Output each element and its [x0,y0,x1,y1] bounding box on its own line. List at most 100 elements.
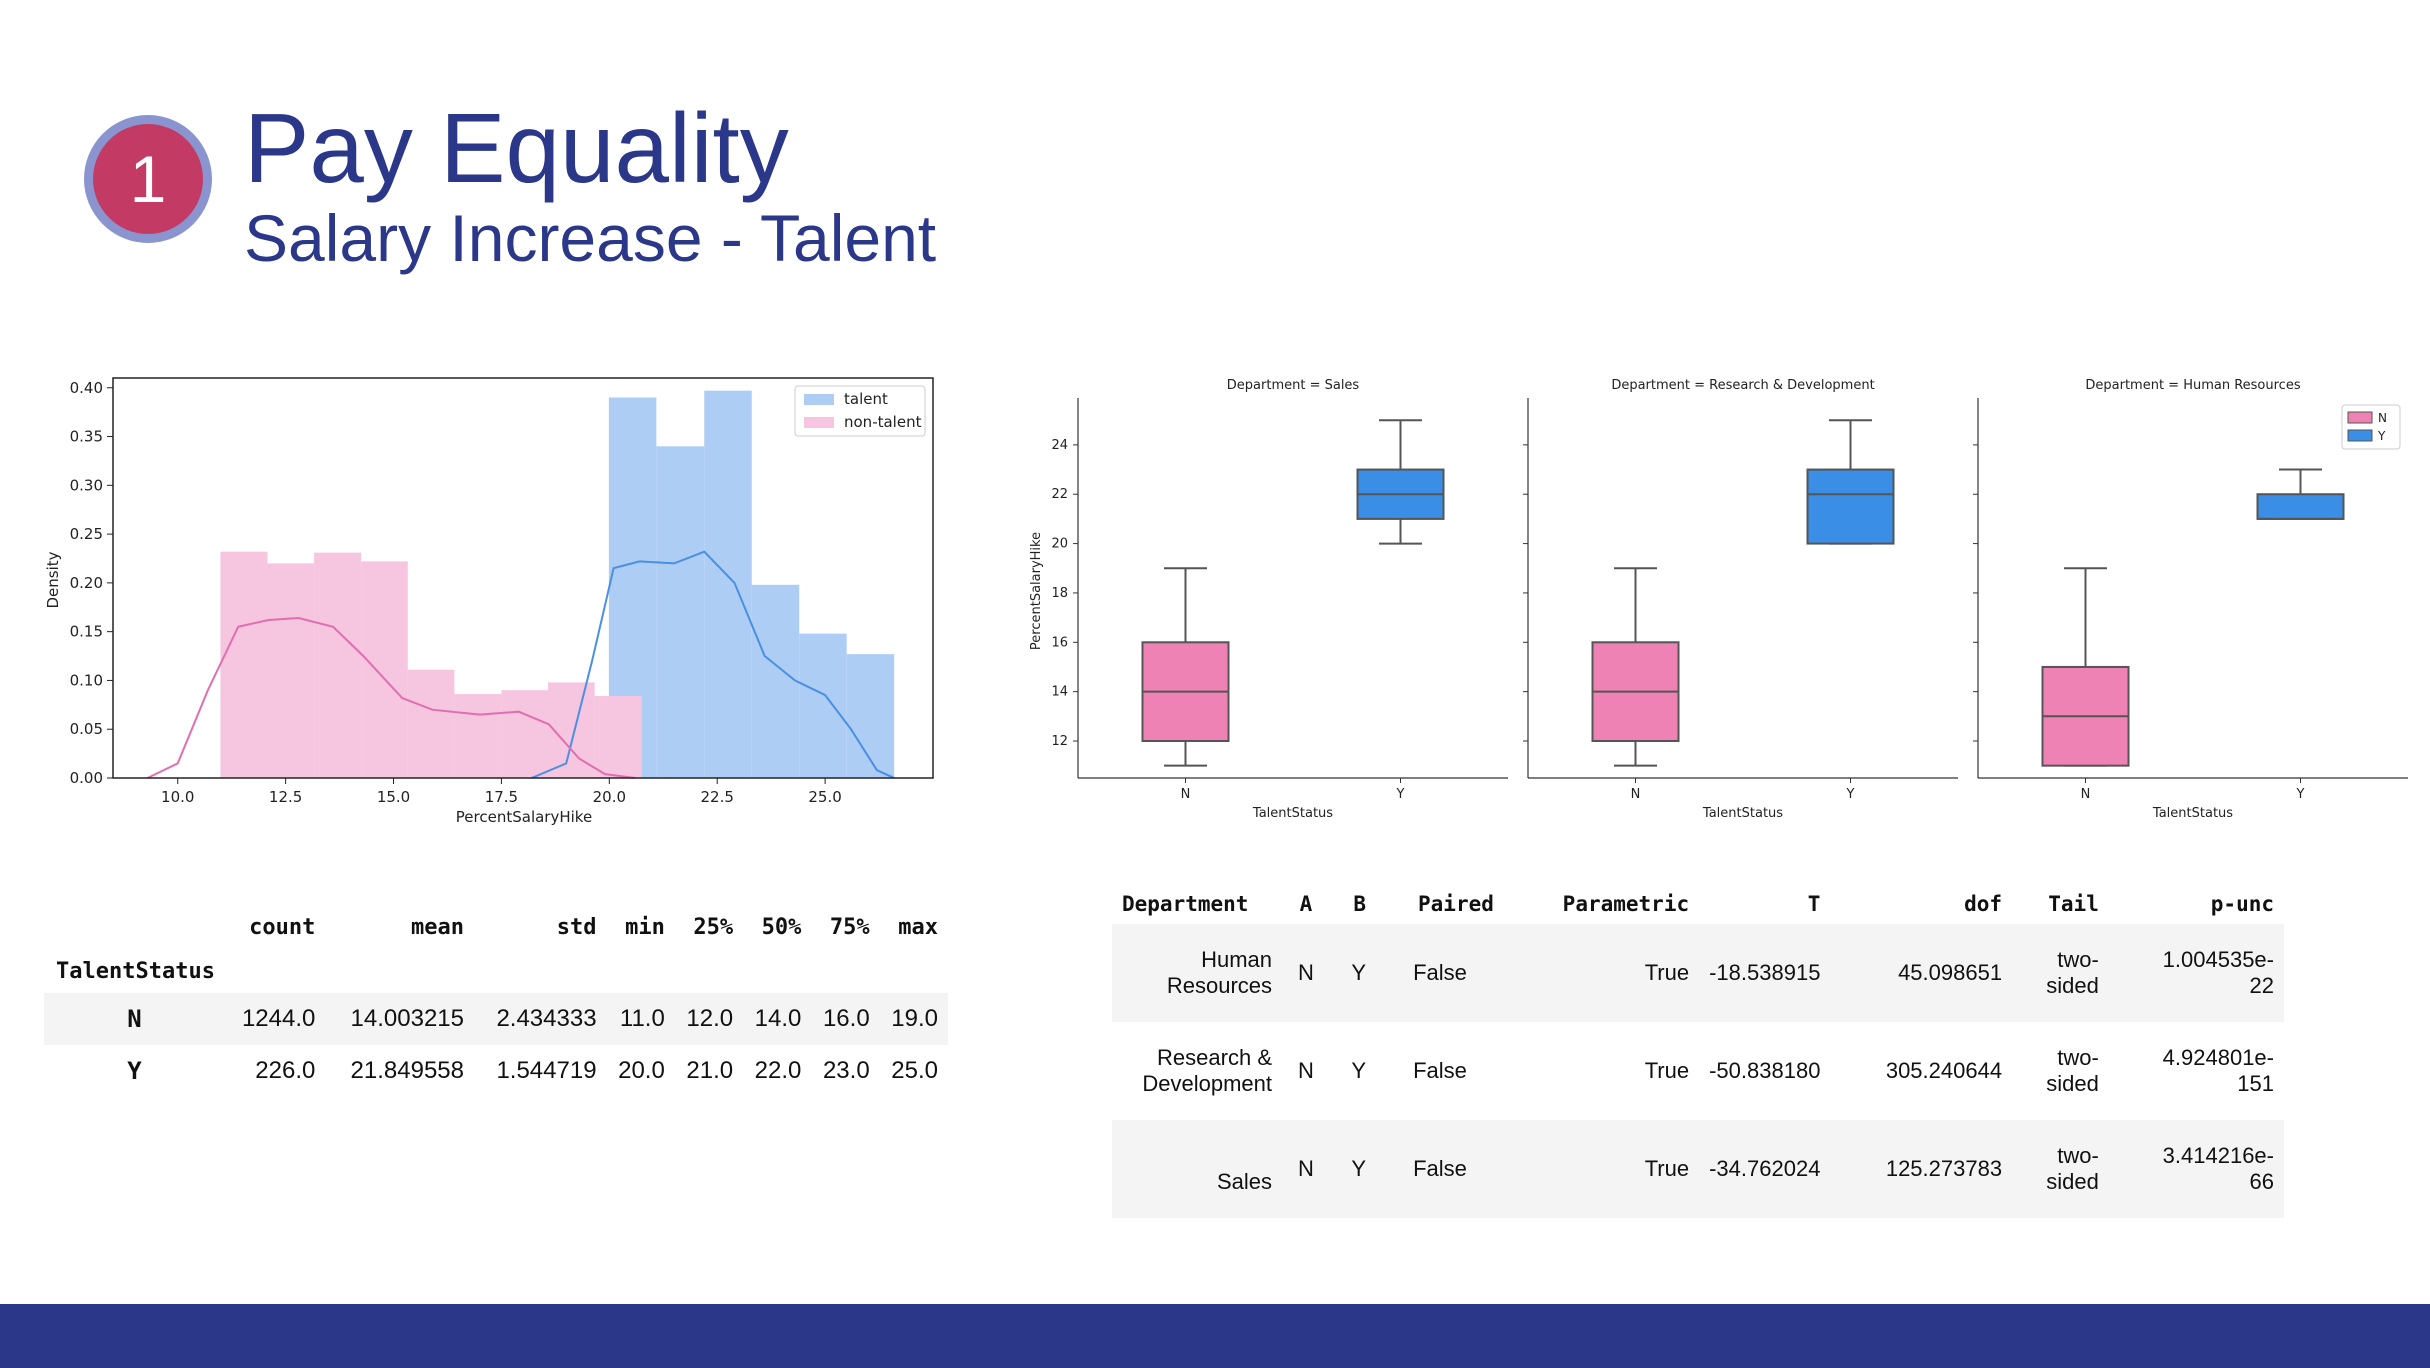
boxplot-legend: N Y [2341,404,2401,450]
col-header: T [1807,892,1821,916]
panel-title: Department = Research & Development [1611,378,1874,393]
y-tick-label: 14 [1051,685,1068,700]
p-value-cell: 1.004535e- 22 [2108,924,2284,1022]
histogram-bar [594,696,642,778]
col-header: Department [1122,892,1249,916]
col-header: Paired [1418,892,1494,916]
histogram-y-label: Density [44,551,62,608]
x-tick-label: 15.0 [377,788,410,806]
col-header: 25% [693,914,734,940]
slide-title: Pay Equality [244,93,789,203]
table-cell: 21.0 [686,1057,734,1084]
salary-hike-histogram: 10.0 12.5 15.0 17.5 20.0 22.5 25.0 0.00 0.05 0.10… [44,377,934,826]
table-cell: 45.098651 [1830,924,2013,1022]
panel-title: Department = Sales [1227,378,1360,393]
slide-subtitle: Salary Increase - Talent [244,201,937,275]
y-tick-label: 12 [1051,734,1068,749]
x-tick-label: 25.0 [808,788,841,806]
row-label: N [44,993,225,1045]
table-cell: 12.0 [674,993,744,1045]
row-label: Y [127,1057,142,1085]
table-cell: 226.0 [255,1057,316,1084]
y-tick-label: 16 [1051,635,1068,650]
histogram-x-label: PercentSalaryHike [456,808,592,826]
table-cell: 1244.0 [224,993,326,1045]
x-tick-label: N [1631,787,1641,802]
histogram-frame [112,377,934,779]
panel-x-label: TalentStatus [1252,806,1333,821]
x-tick-label: 22.5 [701,788,734,806]
col-header: min [625,914,665,940]
histogram-bar [751,584,800,778]
col-header: 75% [829,914,870,940]
table-cell: -34.762024 [1699,1120,1831,1218]
col-header: count [249,914,316,940]
histogram-bar [407,669,455,778]
histogram-bar [656,446,705,778]
legend-swatch-talent [804,394,834,405]
col-header: mean [411,914,464,940]
table-cell: 2.434333 [473,993,607,1045]
y-tick-label: 20 [1051,537,1068,552]
table-cell: False [1376,924,1504,1022]
x-tick-label: 10.0 [161,788,194,806]
y-tick-label: 0.00 [70,769,103,787]
y-tick-label: 0.30 [70,476,103,494]
y-tick-label: 0.40 [70,379,103,397]
kde-curve [147,616,636,779]
col-header: 50% [761,914,802,940]
table-row: Human Resources N Y False True -18.538915… [1112,924,2284,1022]
describe-table: count mean std min 25% 50% 75% max Talen… [44,905,948,1097]
table-cell: 11.0 [606,993,675,1045]
col-header: B [1353,892,1367,916]
legend-swatch-non-talent [804,417,834,428]
legend-swatch-n [2347,411,2373,424]
table-cell: 20.0 [618,1057,665,1084]
table-cell: False [1376,1120,1504,1218]
histogram-bar [846,654,895,778]
table-cell: Y [1351,1058,1367,1083]
x-tick-label: Y [1396,787,1405,802]
ttest-table: Department A B Paired Parametric T dof T… [1112,884,2284,1218]
col-header: A [1299,892,1313,916]
table-cell: 14.003215 [325,993,474,1045]
table-row: N 1244.0 14.003215 2.434333 11.0 12.0 14… [44,993,948,1045]
y-tick-label: 0.25 [70,525,103,543]
panel-x-label: TalentStatus [2152,806,2233,821]
y-tick-label: 0.10 [70,671,103,689]
department-boxplots: Department = Sales TalentStatus 12 14 16 18 20… [1029,378,2408,821]
histogram-bar [454,694,502,778]
legend-swatch-y [2347,429,2373,442]
table-cell: N [1282,1120,1330,1218]
x-tick-label: 20.0 [593,788,626,806]
table-row: Sales N Y False True -34.762024 125.2737… [1112,1120,2284,1218]
tail-cell: two-sided [2012,1120,2109,1218]
y-tick-label: 0.35 [70,428,103,446]
p-value-cell: 4.924801e- 151 [2162,1045,2274,1096]
legend-label-n: N [2378,411,2387,425]
section-number: 1 [93,124,203,234]
histogram-legend: talent non-talent [794,385,926,437]
table-cell: -50.838180 [1709,1058,1821,1083]
x-tick-label: N [1181,787,1191,802]
histogram-bar [704,390,752,778]
col-header: p-unc [2210,892,2274,916]
tail-cell: two-sided [2046,1045,2099,1096]
table-cell: 23.0 [822,1057,870,1084]
table-cell: 16.0 [811,993,880,1045]
histogram-bar [314,552,362,778]
col-header: std [556,914,597,940]
table-cell: True [1503,1120,1700,1218]
table-cell: N [1297,1058,1314,1083]
kde-curve [531,550,895,779]
footer-bar [0,1304,2430,1368]
col-header: Tail [2048,892,2099,916]
x-tick-label: Y [2296,787,2305,802]
y-tick-label: 0.15 [70,623,103,641]
y-tick-label: 0.20 [70,574,103,592]
legend-label-non-talent: non-talent [844,413,922,431]
dept-cell: Sales [1112,1120,1282,1218]
box [1806,468,1895,545]
y-tick-label: 24 [1051,438,1068,453]
histogram-bar [501,690,549,778]
